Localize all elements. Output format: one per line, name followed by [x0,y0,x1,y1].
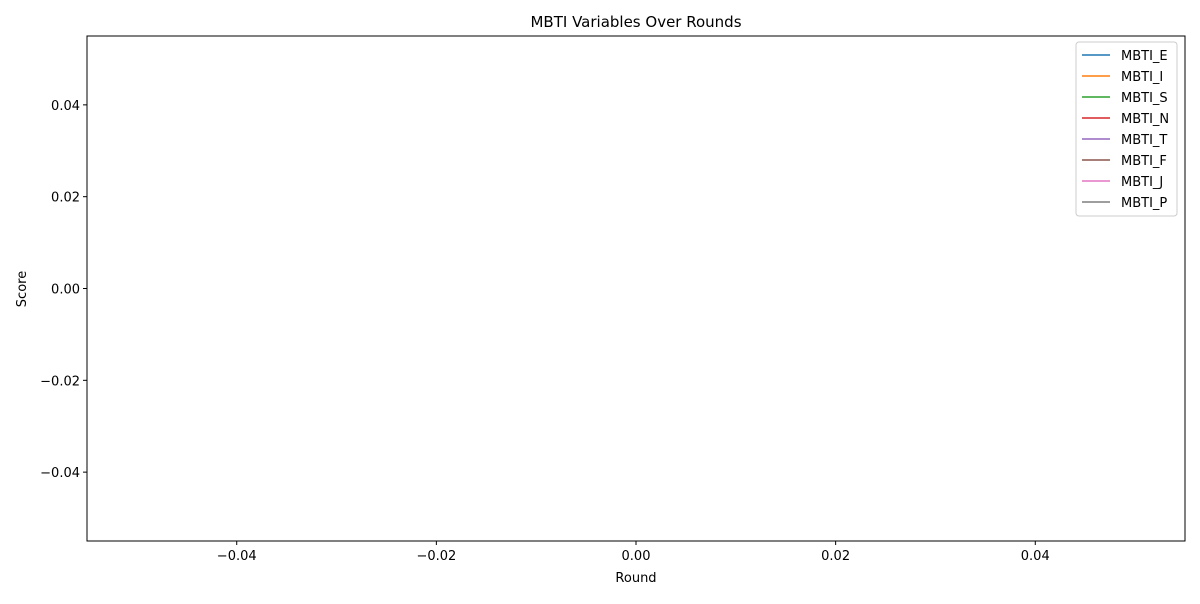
plot-area [86,35,1186,542]
legend-item: MBTI_F [1082,154,1167,169]
legend-label: MBTI_E [1121,49,1168,64]
legend-label: MBTI_P [1121,196,1167,211]
y-axis-label: Score [15,271,30,307]
legend-label: MBTI_S [1121,91,1168,106]
legend-item: MBTI_E [1082,49,1168,64]
y-tick-label: −0.04 [40,466,80,481]
legend-label: MBTI_T [1121,133,1167,148]
y-tick-label: 0.04 [51,99,80,114]
legend-item: MBTI_P [1082,196,1167,211]
y-tick-label: 0.00 [51,283,80,298]
x-axis-label: Round [615,571,656,586]
legend-item: MBTI_I [1082,70,1163,85]
y-axis: −0.04 −0.02 0.00 0.02 0.04 [40,99,87,481]
legend-frame [1075,41,1178,217]
chart-title: MBTI Variables Over Rounds [530,13,741,31]
x-tick-label: 0.00 [622,549,651,564]
legend-item: MBTI_T [1082,133,1167,148]
legend: MBTI_E MBTI_I MBTI_S MBTI_N MBTI_T MBTI_F MBTI… [1075,41,1178,217]
x-tick-label: −0.04 [217,549,257,564]
legend-label: MBTI_J [1121,175,1163,190]
legend-label: MBTI_I [1121,70,1163,85]
legend-item: MBTI_J [1082,175,1163,190]
x-tick-label: −0.02 [416,549,456,564]
legend-label: MBTI_F [1121,154,1167,169]
legend-label: MBTI_N [1121,112,1169,127]
x-tick-label: 0.04 [1021,549,1050,564]
x-axis: −0.04 −0.02 0.00 0.02 0.04 [217,541,1050,564]
legend-item: MBTI_N [1082,112,1169,127]
legend-item: MBTI_S [1082,91,1168,106]
y-tick-label: 0.02 [51,191,80,206]
y-tick-label: −0.02 [40,374,80,389]
x-tick-label: 0.02 [821,549,850,564]
